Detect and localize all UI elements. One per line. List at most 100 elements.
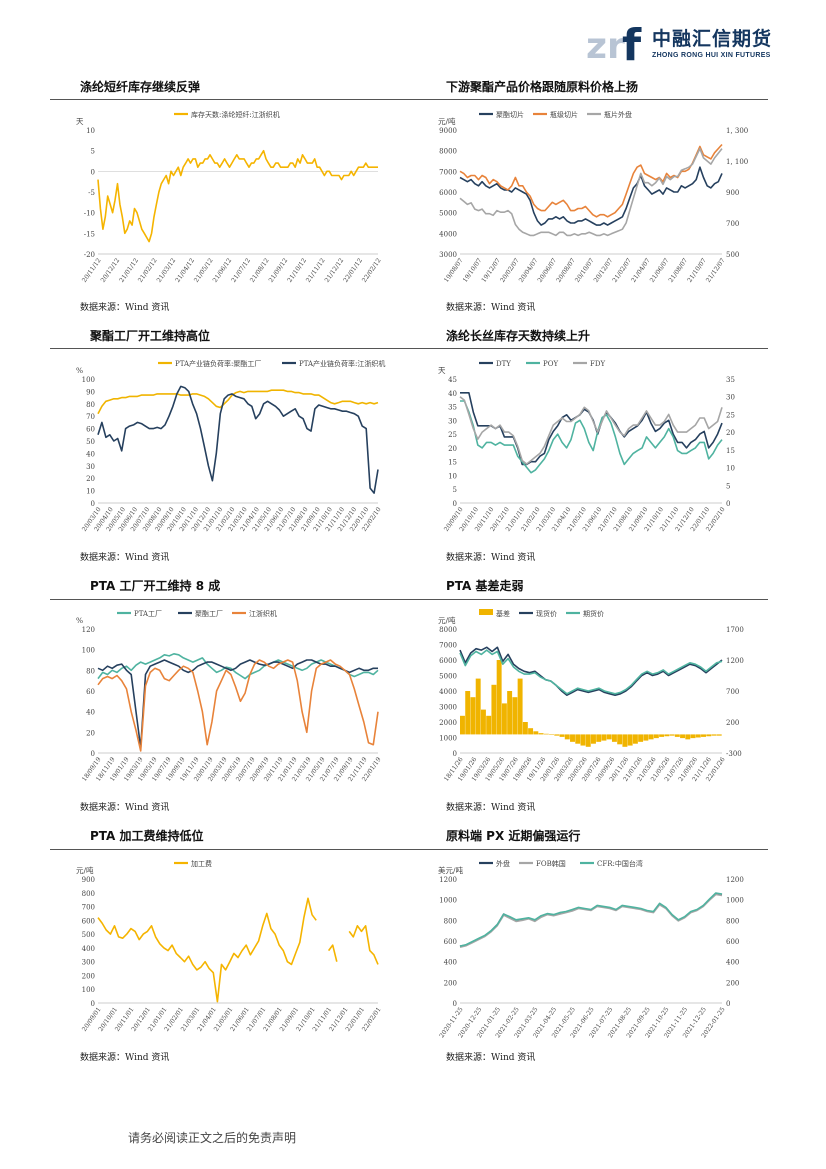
y-tick-label: 120: [82, 626, 95, 634]
section-divider-3: [50, 599, 768, 600]
y-tick-label: 7000: [439, 168, 457, 176]
y-tick-label: 0: [453, 1000, 457, 1008]
y-tick-label: 60: [86, 426, 95, 434]
y2-tick-label: 800: [726, 917, 739, 925]
y-tick-label: 700: [82, 904, 95, 912]
y-tick-label: 20: [86, 729, 95, 737]
y-axis-unit: 美元/吨: [438, 865, 464, 875]
y-tick-label: 200: [444, 979, 457, 987]
y-tick-label: 100: [82, 986, 95, 994]
basis-bar: [522, 722, 528, 735]
chart-8: 外盘 FOB韩国 CFR:中国台湾美元/吨120010008006004002000…: [438, 859, 744, 1039]
footer-disclaimer: 请务必阅读正文之后的免责声明: [128, 1131, 297, 1145]
basis-bar: [475, 678, 481, 735]
legend-label: 期货价: [583, 609, 604, 618]
chart-panel-7: 加工费 元/吨 900 800 700 600 500 400 300 200 100 0 20/09/…: [72, 853, 388, 1043]
series-line: [459, 166, 723, 226]
y-tick-label: 40: [86, 709, 95, 717]
chart-panel-5: PTA工厂 聚酯工厂 江浙织机% 120 100 80 60 40 20 0 18/09/19 18/…: [72, 603, 388, 793]
basis-bar: [507, 691, 513, 735]
legend-label: 瓶级切片: [550, 110, 578, 119]
y-tick-label: 600: [82, 917, 95, 925]
basis-bar: [585, 734, 591, 747]
basis-bar: [491, 684, 497, 735]
y2-tick-label: 30: [726, 394, 735, 402]
y2-tick-label: 0: [726, 1000, 730, 1008]
source-note-8: 数据来源：Wind 资讯: [446, 1053, 536, 1063]
y-tick-label: 10: [86, 488, 95, 496]
basis-bar: [701, 734, 706, 737]
y-tick-label: 0: [453, 500, 457, 508]
chart-panel-2: 聚酯切片 瓶级切片 瓶片外盘 元/吨 9000 8000 7000 6000 5000 4000 3…: [434, 104, 750, 294]
section-title-3: 聚酯工厂开工维持高位: [90, 329, 211, 343]
y2-tick-label: 700: [726, 688, 739, 696]
basis-bar: [711, 734, 717, 736]
y-tick-label: 3000: [439, 704, 457, 712]
y-tick-label: 3000: [439, 251, 457, 259]
section-title-6: PTA 基差走弱: [446, 579, 524, 593]
y-tick-label: 70: [86, 413, 95, 421]
basis-bar: [706, 734, 712, 737]
section-title-7: PTA 加工费维持低位: [90, 829, 204, 843]
legend-label: FOB韩国: [536, 859, 566, 868]
y2-tick-label: 25: [726, 411, 735, 419]
logo-text-cn: 中融汇信期货: [652, 28, 773, 50]
y-axis-unit: 天: [438, 366, 446, 375]
y-tick-label: 4000: [439, 688, 457, 696]
basis-bar: [460, 715, 465, 735]
y-tick-label: 0: [453, 750, 457, 758]
basis-bar: [470, 697, 476, 735]
y2-tick-label: 1, 300: [726, 127, 748, 135]
svg-text:f: f: [622, 20, 642, 64]
basis-bar: [685, 734, 691, 740]
section-divider-2: [50, 348, 768, 349]
legend-label: 基差: [496, 609, 510, 618]
source-note-1: 数据来源：Wind 资讯: [80, 303, 170, 313]
basis-bar: [501, 703, 507, 735]
series-line: [460, 400, 723, 474]
basis-bar: [627, 734, 633, 746]
series-line: [97, 659, 379, 752]
y-tick-label: 6000: [439, 189, 457, 197]
basis-bar: [554, 734, 560, 736]
y2-tick-label: 200: [726, 719, 739, 727]
basis-bar: [695, 734, 701, 738]
y-axis-unit: %: [76, 366, 83, 375]
basis-bar: [601, 734, 607, 741]
y-tick-label: 80: [86, 401, 95, 409]
svg-text:zr: zr: [586, 26, 625, 64]
y2-tick-label: 5: [726, 482, 730, 490]
y-tick-label: 10: [86, 127, 95, 135]
basis-bar: [512, 697, 518, 735]
section-title-1: 涤纶短纤库存继续反弹: [80, 80, 201, 94]
basis-bar: [690, 734, 696, 739]
y-tick-label: 5000: [439, 210, 457, 218]
basis-bar: [533, 731, 539, 735]
y2-tick-label: 900: [726, 189, 739, 197]
y-tick-label: -10: [84, 210, 95, 218]
y-tick-label: 5: [453, 486, 457, 494]
y2-tick-label: 20: [726, 429, 735, 437]
legend-label: CFR:中国台湾: [597, 859, 643, 868]
y-tick-label: 50: [86, 438, 95, 446]
y-tick-label: 25: [448, 431, 457, 439]
y2-tick-label: 1, 100: [726, 158, 748, 166]
y-tick-label: 30: [448, 417, 457, 425]
chart-5: PTA工厂 聚酯工厂 江浙织机%12010080604020018/09/1918/…: [76, 609, 383, 783]
y-tick-label: 100: [82, 647, 95, 655]
y-tick-label: 7000: [439, 642, 457, 650]
y-tick-label: 400: [82, 945, 95, 953]
legend-label: 库存天数:涤纶短纤:江浙织机: [191, 110, 280, 119]
y-tick-label: 100: [82, 376, 95, 384]
chart-panel-4: DTY POY FDY 天 45 40 35 30 25 20 15 10 5 0 35 30 25 20 15 10…: [434, 353, 750, 543]
basis-bar: [716, 734, 722, 736]
basis-bar: [480, 709, 486, 735]
basis-bar: [543, 733, 549, 735]
legend-label: 江浙织机: [249, 609, 277, 618]
y2-tick-label: 1200: [726, 876, 744, 884]
y-tick-label: -20: [84, 251, 95, 259]
source-note-7: 数据来源：Wind 资讯: [80, 1053, 170, 1063]
y-tick-label: 0: [91, 168, 95, 176]
y-tick-label: 10: [448, 472, 457, 480]
